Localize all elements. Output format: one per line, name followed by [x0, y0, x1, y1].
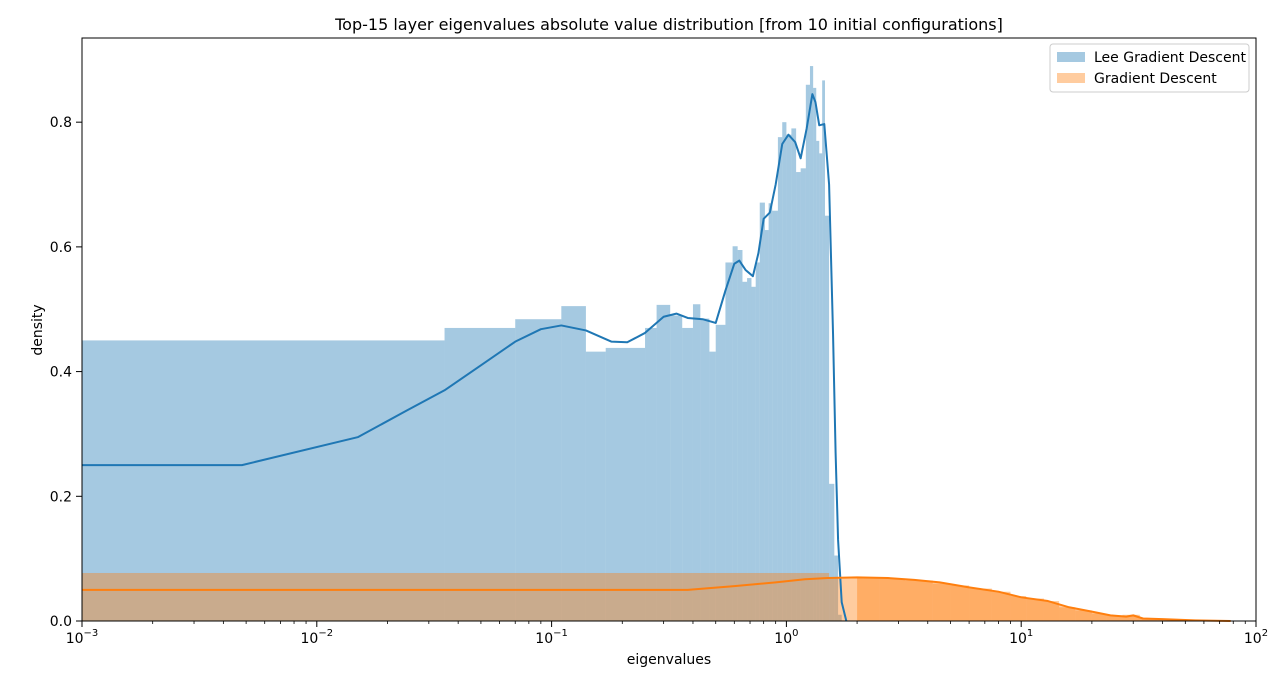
hist-bar-gradient-descent — [857, 577, 880, 621]
hist-bar-lee-gradient-descent — [791, 128, 797, 622]
hist-bar-gradient-descent — [1106, 615, 1123, 621]
kde-line-gradient-descent — [82, 576, 1231, 622]
plot-area — [81, 37, 1257, 622]
hist-bar-lee-gradient-descent — [829, 483, 835, 621]
chart-title: Top-15 layer eigenvalues absolute value … — [334, 15, 1003, 34]
hist-bar-lee-gradient-descent — [82, 340, 445, 621]
hist-bar-lee-gradient-descent — [805, 84, 810, 621]
hist-bar-lee-gradient-descent — [742, 281, 748, 621]
legend-swatch-lee-gradient-descent — [1057, 52, 1085, 62]
hist-bar-lee-gradient-descent — [670, 315, 683, 621]
hist-bar-lee-gradient-descent — [444, 327, 516, 621]
hist-bar-gradient-descent — [905, 580, 933, 621]
hist-bar-gradient-descent — [1043, 601, 1060, 621]
x-axis-label: eigenvalues — [627, 652, 711, 668]
hist-bar-gradient-descent — [82, 572, 830, 621]
hist-bar-gradient-descent — [1139, 618, 1158, 621]
hist-bar-lee-gradient-descent — [732, 246, 738, 621]
hist-bar-lee-gradient-descent — [816, 140, 820, 621]
legend-label-gradient-descent: Gradient Descent — [1094, 71, 1217, 87]
hist-bar-gradient-descent — [1026, 598, 1044, 621]
hist-bar-lee-gradient-descent — [725, 262, 733, 621]
hist-bar-gradient-descent — [950, 585, 970, 621]
hist-bar-lee-gradient-descent — [796, 172, 801, 621]
legend-box — [1049, 43, 1250, 93]
y-tick-label: 0.0 — [50, 614, 72, 630]
hist-bar-gradient-descent — [991, 591, 1011, 621]
y-axis: 0.0 0.2 0.4 0.6 0.8 — [50, 115, 82, 630]
hist-bar-lee-gradient-descent — [800, 168, 806, 622]
x-tick-label: 10−3 — [66, 628, 99, 647]
y-tick-label: 0.2 — [50, 489, 72, 505]
legend-swatch-gradient-descent — [1057, 73, 1085, 83]
hist-bar-lee-gradient-descent — [692, 304, 701, 621]
x-tick-label: 101 — [1009, 628, 1033, 647]
kde-layer — [82, 93, 1231, 622]
hist-bar-lee-gradient-descent — [824, 215, 830, 622]
hist-bar-gradient-descent — [1010, 596, 1027, 621]
hist-bar-gradient-descent — [879, 578, 906, 621]
hist-bar-lee-gradient-descent — [822, 80, 825, 621]
hist-bar-lee-gradient-descent — [645, 327, 657, 621]
x-tick-label: 10−1 — [535, 628, 568, 647]
hist-bar-lee-gradient-descent — [838, 614, 842, 621]
hist-bar-gradient-descent — [969, 588, 992, 621]
hist-bar-lee-gradient-descent — [585, 351, 606, 621]
y-tick-label: 0.8 — [50, 115, 72, 131]
hist-bar-gradient-descent — [829, 577, 858, 621]
hist-bar-gradient-descent — [1059, 607, 1076, 621]
y-tick-label: 0.4 — [50, 365, 72, 381]
legend: Lee Gradient Descent Gradient Descent — [1049, 43, 1250, 93]
hist-bar-lee-gradient-descent — [700, 318, 710, 621]
hist-bar-gradient-descent — [1091, 613, 1107, 621]
x-tick-label: 100 — [774, 628, 798, 647]
y-tick-label: 0.6 — [50, 240, 72, 256]
hist-bar-lee-gradient-descent — [682, 327, 693, 621]
hist-bar-lee-gradient-descent — [759, 202, 765, 622]
hist-bar-lee-gradient-descent — [768, 203, 773, 621]
hist-bar-gradient-descent — [1075, 610, 1092, 621]
hist-bar-lee-gradient-descent — [782, 122, 787, 622]
hist-bar-lee-gradient-descent — [755, 262, 760, 621]
hist-bar-lee-gradient-descent — [715, 324, 726, 621]
axes-frame — [81, 37, 1257, 622]
legend-label-lee-gradient-descent: Lee Gradient Descent — [1094, 50, 1246, 66]
hist-bar-lee-gradient-descent — [656, 304, 671, 621]
hist-bar-lee-gradient-descent — [819, 153, 823, 621]
x-axis: 10−3 10−2 10−1 100 101 102 — [66, 621, 1268, 647]
hist-bar-lee-gradient-descent — [834, 555, 839, 621]
hist-bar-lee-gradient-descent — [772, 210, 778, 621]
hist-bar-lee-gradient-descent — [764, 230, 769, 621]
x-tick-label: 102 — [1244, 628, 1268, 647]
hist-bar-lee-gradient-descent — [751, 286, 756, 621]
hist-bar-lee-gradient-descent — [809, 66, 814, 621]
hist-bar-gradient-descent — [1122, 614, 1140, 621]
hist-bar-gradient-descent — [932, 583, 951, 621]
hist-bar-lee-gradient-descent — [709, 351, 716, 621]
hist-bar-lee-gradient-descent — [813, 87, 817, 622]
kde-fill-gradient-descent — [857, 577, 1231, 621]
hist-bar-lee-gradient-descent — [515, 319, 562, 621]
hist-bar-lee-gradient-descent — [737, 250, 743, 621]
y-axis-label: density — [30, 304, 46, 355]
kde-line-lee-gradient-descent — [82, 93, 848, 622]
hist-bar-lee-gradient-descent — [747, 278, 752, 621]
hist-bar-lee-gradient-descent — [605, 347, 646, 621]
histogram-layer — [82, 66, 1231, 622]
hist-bar-lee-gradient-descent — [786, 134, 792, 621]
hist-bar-lee-gradient-descent — [561, 306, 586, 621]
x-tick-label: 10−2 — [301, 628, 334, 647]
hist-bar-lee-gradient-descent — [777, 137, 783, 621]
